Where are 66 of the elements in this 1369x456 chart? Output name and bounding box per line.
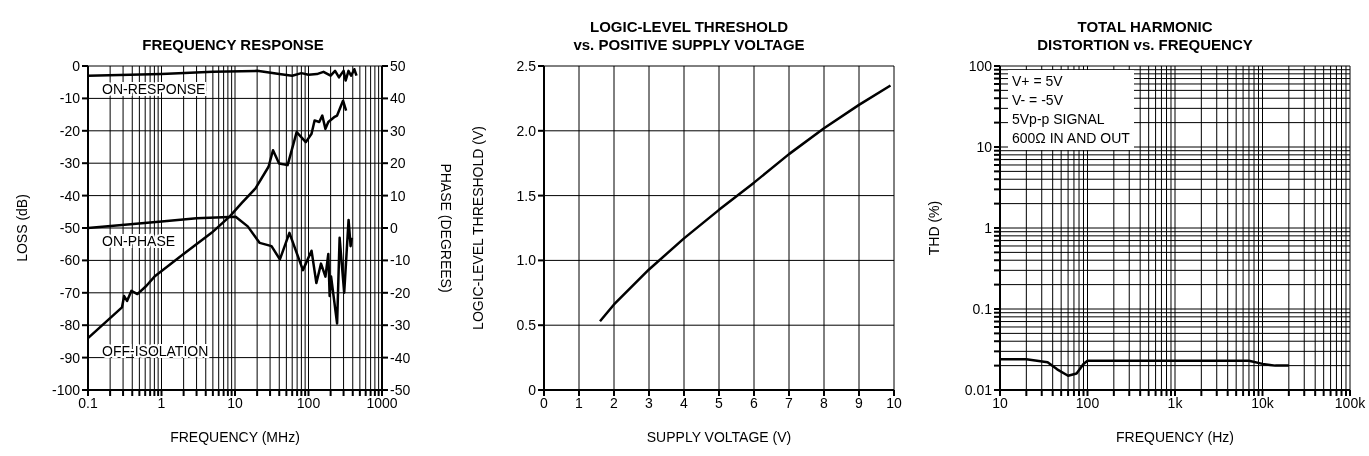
- y-tick-label: 0.1: [972, 300, 993, 317]
- y-tick-label: 0: [72, 57, 81, 74]
- y-axis-title: THD (%): [925, 200, 942, 256]
- y2-tick-label: -30: [390, 317, 411, 334]
- x-tick-label: 100: [1075, 394, 1100, 411]
- chart-title: LOGIC-LEVEL THRESHOLD vs. POSITIVE SUPPLY VOLTAGE: [572, 17, 806, 54]
- x-tick-label: 10k: [1251, 394, 1275, 411]
- x-tick-label: 1k: [1167, 394, 1184, 411]
- y-tick-label: 10: [976, 138, 993, 155]
- chart-title: TOTAL HARMONIC DISTORTION vs. FREQUENCY: [1036, 17, 1254, 54]
- y2-tick-label: 40: [390, 90, 406, 107]
- y2-tick-label: 10: [390, 187, 406, 204]
- chart-title: FREQUENCY RESPONSE: [141, 35, 325, 54]
- y2-tick-label: -40: [390, 349, 411, 366]
- y2-tick-label: -20: [390, 284, 411, 301]
- y-tick-label: -70: [59, 284, 81, 301]
- y-tick-label: 100: [968, 57, 993, 74]
- x-tick-label: 4: [680, 394, 689, 411]
- y-tick-label: -60: [59, 252, 81, 269]
- y2-tick-label: 0: [390, 219, 398, 236]
- y-tick-label: -10: [59, 90, 81, 107]
- y2-tick-label: 50: [390, 57, 406, 74]
- x-tick-label: 6: [750, 394, 759, 411]
- annotation: V+ = 5V: [1012, 72, 1064, 91]
- x-tick-label: 1: [157, 394, 166, 411]
- x-tick-label: 1: [575, 394, 584, 411]
- annotation: V- = -5V: [1012, 91, 1064, 110]
- x-tick-label: 5: [715, 394, 724, 411]
- y-axis-title: LOSS (dB): [13, 194, 30, 262]
- y2-tick-label: 20: [390, 155, 406, 172]
- y-tick-label: 2.0: [516, 122, 537, 139]
- x-tick-label: 10: [227, 394, 243, 411]
- x-axis-title: FREQUENCY (MHz): [170, 429, 300, 445]
- y-tick-label: 0: [528, 381, 537, 398]
- annotation: 600Ω IN AND OUT: [1012, 129, 1130, 148]
- x-tick-label: 7: [785, 394, 794, 411]
- y-tick-label: 1: [984, 219, 993, 236]
- y2-axis-title: PHASE (DEGREES): [438, 163, 455, 293]
- y-tick-label: 0.5: [516, 317, 537, 334]
- x-tick-label: 3: [645, 394, 654, 411]
- y-tick-label: 2.5: [516, 57, 537, 74]
- y-tick-label: -50: [59, 219, 81, 236]
- y-tick-label: 1.5: [516, 187, 537, 204]
- y2-tick-label: -10: [390, 252, 411, 269]
- y-tick-label: 1.0: [516, 252, 537, 269]
- x-tick-label: 100: [296, 394, 321, 411]
- x-tick-label: 10: [886, 394, 902, 411]
- y-tick-label: -80: [59, 317, 81, 334]
- y-tick-label: -30: [59, 155, 81, 172]
- y-axis-title: LOGIC-LEVEL THRESHOLD (V): [469, 126, 486, 330]
- x-axis-title: SUPPLY VOLTAGE (V): [646, 429, 792, 445]
- y-tick-label: 0.01: [964, 381, 993, 398]
- x-tick-label: 8: [820, 394, 829, 411]
- y-tick-label: -100: [51, 381, 81, 398]
- y-tick-label: -40: [59, 187, 81, 204]
- x-tick-label: 10: [992, 394, 1008, 411]
- x-tick-label: 9: [855, 394, 864, 411]
- x-tick-label: 0: [540, 394, 549, 411]
- y-tick-label: -20: [59, 122, 81, 139]
- y2-tick-label: 30: [390, 122, 406, 139]
- annotation: 5Vp-p SIGNAL: [1012, 110, 1106, 129]
- y-tick-label: -90: [59, 349, 81, 366]
- x-tick-label: 0.1: [78, 394, 98, 411]
- x-tick-label: 2: [610, 394, 619, 411]
- x-tick-label: 100k: [1334, 394, 1367, 411]
- x-axis-title: FREQUENCY (Hz): [1116, 429, 1234, 445]
